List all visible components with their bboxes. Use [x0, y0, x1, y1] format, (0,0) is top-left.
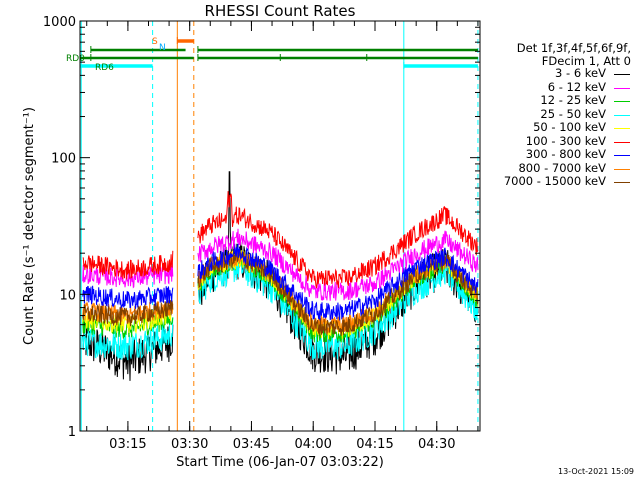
legend-swatch: [614, 141, 630, 143]
series-line-5-1: [197, 191, 479, 289]
x-tick-label-5: 04:30: [418, 437, 455, 452]
series-line-0-0: [82, 321, 174, 381]
x-tick-label-3: 04:00: [294, 437, 331, 452]
legend-swatch: [614, 182, 630, 183]
legend-swatch: [614, 128, 630, 129]
flag-label-0: RD0: [66, 54, 85, 64]
legend-label: 12 - 25 keV: [540, 93, 606, 107]
legend-swatch: [614, 101, 630, 102]
legend-item: 300 - 800 keV: [470, 148, 630, 161]
series-line-5-0: [82, 250, 174, 280]
x-tick-label-0: 03:15: [109, 437, 146, 452]
legend-swatch: [614, 87, 630, 89]
series-line-3-0: [82, 317, 174, 361]
legend-item: 12 - 25 keV: [470, 94, 630, 107]
legend-label: 800 - 7000 keV: [518, 160, 606, 175]
legend-item: 800 - 7000 keV: [470, 160, 630, 175]
flag-label-2: S: [152, 37, 158, 47]
legend-swatch: [614, 155, 630, 156]
y-axis-label: Count Rate (s⁻¹ detector segment⁻¹): [22, 107, 37, 345]
legend-label: 6 - 12 keV: [547, 79, 606, 94]
y-tick-label-3: 1000: [43, 15, 76, 30]
legend-label: 25 - 50 keV: [540, 106, 606, 121]
flag-label-1: RD6: [95, 63, 114, 73]
chart-title: RHESSI Count Rates: [204, 2, 356, 20]
x-tick-label-4: 04:15: [356, 437, 393, 452]
y-tick-label-2: 100: [51, 152, 76, 167]
legend-label: 50 - 100 keV: [533, 120, 606, 134]
legend-item: 50 - 100 keV: [470, 121, 630, 134]
plot-frame: [79, 20, 481, 432]
legend-swatch: [614, 74, 630, 75]
legend-header-line-1: Det 1f,3f,4f,5f,6f,9f,: [516, 41, 631, 55]
x-axis-label: Start Time (06-Jan-07 03:03:22): [176, 455, 384, 470]
legend-item: 25 - 50 keV: [470, 106, 630, 121]
series-line-6-1: [197, 243, 479, 321]
legend-label: 300 - 800 keV: [525, 147, 606, 161]
legend-header-line-2: FDecim 1, Att 0: [541, 54, 631, 68]
legend-item: 3 - 6 keV: [470, 67, 630, 80]
flag-label-3: N: [159, 43, 166, 53]
y-tick-label-0: 1: [68, 425, 76, 440]
series-line-6-0: [82, 285, 174, 310]
series-line-2-1: [197, 250, 479, 343]
series-line-8-0: [82, 299, 174, 327]
y-tick-label-1: 10: [59, 288, 76, 303]
series-line-1-0: [82, 262, 174, 289]
legend-label: 100 - 300 keV: [525, 133, 606, 148]
legend-swatch: [614, 168, 630, 170]
legend-item: 6 - 12 keV: [470, 79, 630, 94]
legend-item: 7000 - 15000 keV: [470, 175, 630, 188]
legend-item: 100 - 300 keV: [470, 133, 630, 148]
legend-swatch: [614, 114, 630, 116]
legend-label: 3 - 6 keV: [555, 66, 606, 80]
legend-label: 7000 - 15000 keV: [503, 174, 606, 188]
timestamp: 13-Oct-2021 15:09: [558, 467, 634, 476]
x-tick-label-1: 03:30: [171, 437, 208, 452]
x-tick-label-2: 03:45: [233, 437, 270, 452]
